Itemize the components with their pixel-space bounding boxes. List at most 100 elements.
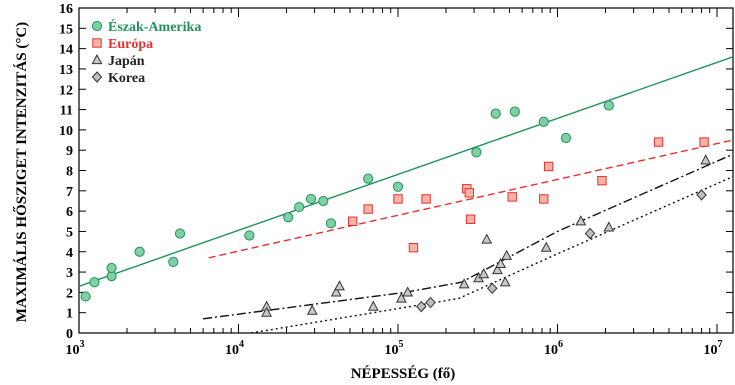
data-point-triangle xyxy=(402,286,414,297)
data-point-square xyxy=(699,137,709,147)
y-tick-label: 15 xyxy=(59,22,73,37)
data-point-square xyxy=(421,194,431,204)
legend-label: Európa xyxy=(108,37,153,52)
data-point-triangle xyxy=(458,278,470,289)
data-point-circle xyxy=(283,212,294,223)
fit-line-solid xyxy=(78,56,734,287)
data-point-square xyxy=(653,137,664,147)
y-tick-label: 0 xyxy=(66,327,73,342)
data-point-circle xyxy=(106,262,117,274)
data-point-triangle xyxy=(395,292,407,303)
y-tick-label: 2 xyxy=(66,286,73,301)
data-point-triangle xyxy=(491,263,503,275)
x-tick-base: 10 xyxy=(384,343,398,358)
x-tick-exponent: 5 xyxy=(398,339,403,350)
data-point-square xyxy=(464,188,475,198)
fit-line-dashed xyxy=(208,139,734,259)
y-tick-label: 13 xyxy=(59,63,73,78)
data-point-triangle xyxy=(330,286,342,297)
x-tick-base: 10 xyxy=(225,343,239,358)
data-point-triangle xyxy=(499,276,511,287)
data-point-diamond xyxy=(696,189,707,201)
data-point-diamond xyxy=(584,227,596,240)
y-tick-label: 3 xyxy=(66,266,73,281)
plot-frame xyxy=(78,7,734,334)
y-tick-label: 5 xyxy=(66,225,73,240)
data-point-diamond xyxy=(416,300,427,313)
data-point-circle xyxy=(392,181,404,192)
data-point-circle xyxy=(363,173,374,184)
y-tick-label: 9 xyxy=(66,144,73,159)
y-tick-label: 7 xyxy=(66,185,73,200)
legend-marker-triangle xyxy=(91,53,103,65)
legend-marker-diamond xyxy=(91,71,103,83)
x-tick-base: 10 xyxy=(66,343,80,358)
y-tick-label: 10 xyxy=(59,124,73,139)
x-tick-exponent: 6 xyxy=(558,339,563,350)
data-point-circle xyxy=(490,108,501,119)
data-point-circle xyxy=(603,100,614,111)
x-tick-exponent: 7 xyxy=(717,339,722,350)
data-point-square xyxy=(347,216,358,226)
y-tick-label: 11 xyxy=(60,104,73,119)
x-tick-base: 10 xyxy=(703,343,717,358)
x-tick-label: 106 xyxy=(544,339,563,358)
data-point-circle xyxy=(80,291,91,302)
data-point-square xyxy=(539,194,549,204)
data-point-triangle xyxy=(495,257,507,269)
data-point-circle xyxy=(134,246,145,257)
data-point-circle xyxy=(538,116,549,127)
data-point-triangle xyxy=(261,306,273,317)
legend-marker-square xyxy=(92,38,102,48)
data-point-diamond xyxy=(425,296,436,309)
data-point-triangle xyxy=(700,154,712,165)
data-point-triangle xyxy=(540,241,552,252)
legend-label: Korea xyxy=(108,71,145,86)
x-tick-label: 104 xyxy=(225,339,244,358)
data-point-triangle xyxy=(367,300,379,311)
data-point-circle xyxy=(305,193,317,205)
y-tick-label: 12 xyxy=(59,83,73,98)
data-point-square xyxy=(465,214,476,224)
data-point-circle xyxy=(509,106,520,117)
data-point-triangle xyxy=(334,280,345,291)
fit-line-dashdot xyxy=(203,153,734,320)
x-tick-label: 105 xyxy=(384,339,403,358)
data-point-square xyxy=(597,175,607,186)
y-tick-label: 16 xyxy=(59,2,73,17)
legend-marker-circle xyxy=(91,20,103,32)
data-point-circle xyxy=(244,230,255,241)
data-point-triangle xyxy=(478,268,490,279)
data-point-square xyxy=(543,161,554,172)
data-point-circle xyxy=(89,277,100,288)
x-tick-label: 107 xyxy=(703,339,722,358)
data-point-circle xyxy=(325,218,337,229)
data-point-triangle xyxy=(603,221,615,232)
y-tick-label: 8 xyxy=(66,165,73,180)
fit-line-dotted xyxy=(250,175,734,334)
data-point-circle xyxy=(168,256,179,268)
data-point-triangle xyxy=(306,304,318,315)
data-point-triangle xyxy=(575,215,587,226)
data-point-square xyxy=(363,204,373,214)
y-tick-label: 14 xyxy=(59,43,73,58)
legend-label: Japán xyxy=(108,54,145,69)
data-point-circle xyxy=(471,147,482,158)
data-points xyxy=(80,100,712,317)
data-point-triangle xyxy=(481,233,493,244)
data-point-circle xyxy=(560,132,572,144)
data-point-circle xyxy=(294,201,305,213)
data-point-diamond xyxy=(486,282,498,295)
y-axis-title: MAXIMÁLIS HŐSZIGET INTENZITÁS (°C) xyxy=(13,22,30,322)
legend-label: Észak-Amerika xyxy=(108,18,201,35)
data-point-square xyxy=(408,242,419,253)
x-tick-exponent: 3 xyxy=(80,339,85,350)
data-point-circle xyxy=(318,195,329,207)
x-tick-label: 103 xyxy=(66,339,85,358)
y-tick-label: 1 xyxy=(66,307,73,322)
x-tick-exponent: 4 xyxy=(239,339,244,350)
data-point-triangle xyxy=(501,249,513,260)
data-point-circle xyxy=(174,228,186,239)
x-axis-title: NÉPESSÉG (fő) xyxy=(351,365,456,382)
